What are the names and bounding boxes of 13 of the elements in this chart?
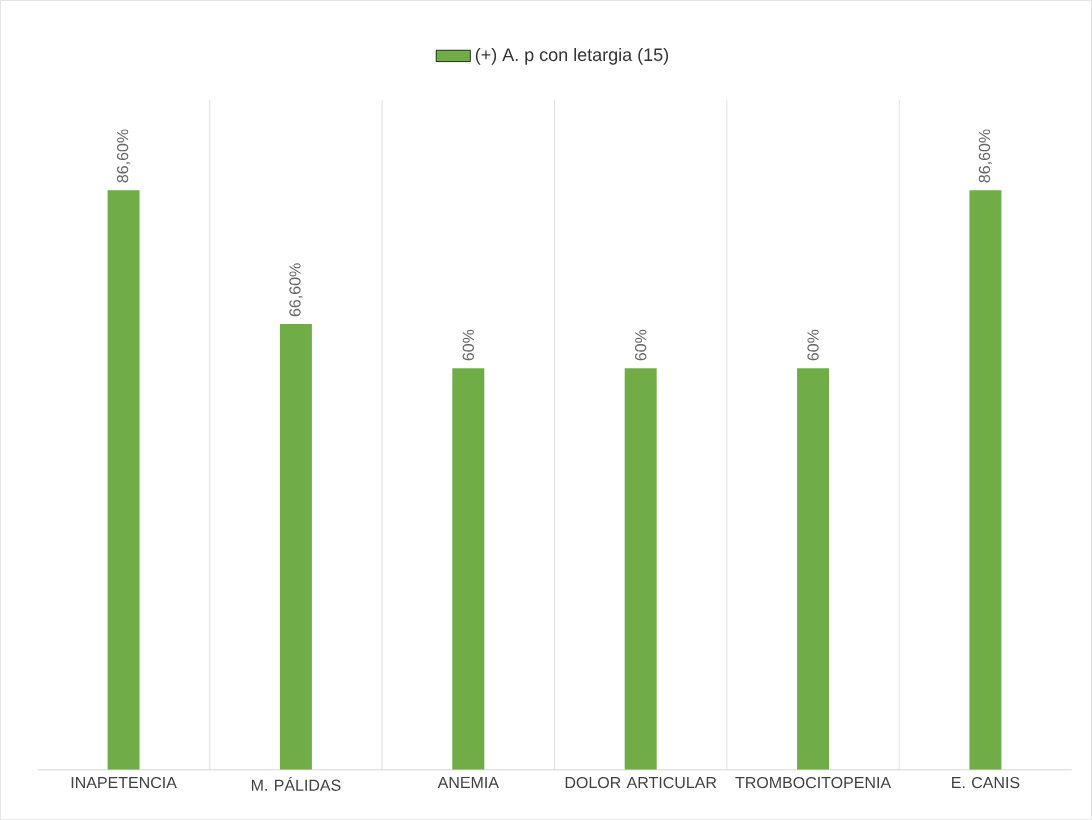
x-tick-label: TROMBOCITOPENIA <box>735 776 892 789</box>
x-tick-label: INAPETENCIA <box>71 776 177 789</box>
x-tick-label: E. CANIS <box>952 776 1020 789</box>
data-label: 86,60% <box>116 129 131 183</box>
x-tick-label: M. PÁLIDAS <box>251 776 341 791</box>
data-label: 66,60% <box>289 263 303 317</box>
data-label: 60% <box>807 329 819 361</box>
data-label: 60% <box>635 329 647 361</box>
data-label: 86,60% <box>978 129 993 183</box>
x-tick-label: ANEMIA <box>437 776 499 788</box>
legend-label: (+) A. p con letargia (15) <box>475 47 669 65</box>
x-tick-label: DOLOR ARTICULAR <box>565 776 717 789</box>
data-label: 60% <box>462 329 474 361</box>
